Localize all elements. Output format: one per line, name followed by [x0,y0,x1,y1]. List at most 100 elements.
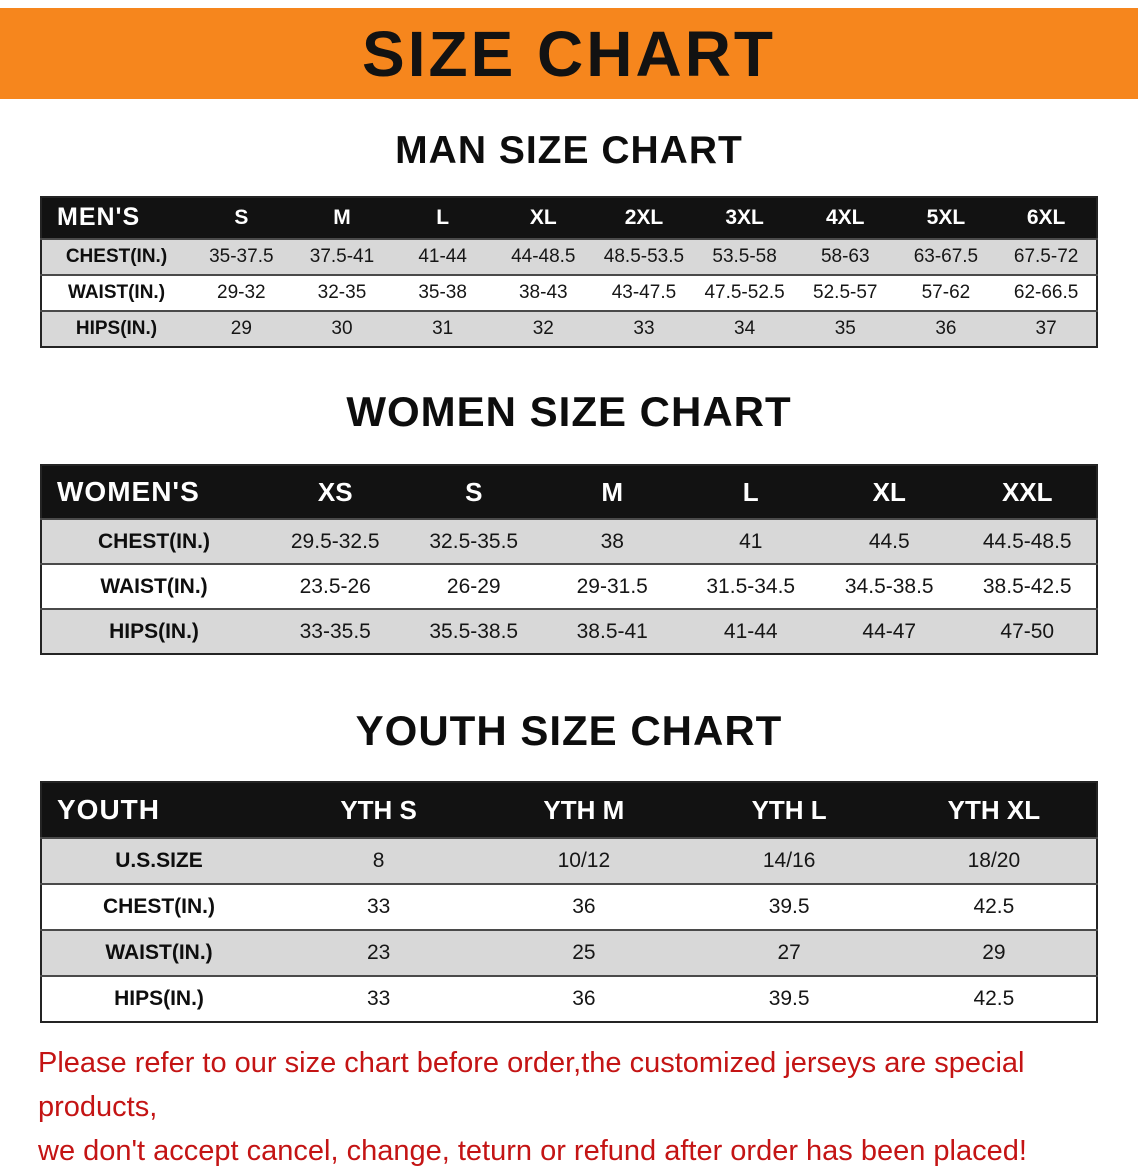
disclaimer-line-1: Please refer to our size chart before or… [38,1047,1025,1124]
size-chart-page: SIZE CHART MAN SIZE CHART MEN'S S M L XL 2XL 3… [0,8,1138,1167]
table-row: HIPS(IN.) 33 36 39.5 42.5 [41,976,1097,1023]
size-value: 36 [935,317,957,339]
size-value: 31 [432,317,454,339]
women-size-table: WOMEN'S XS S M L XL XXL CHEST(IN.) 29.5-32.5 32.5… [40,464,1098,656]
size-value: 29-31.5 [576,574,648,598]
size-value: 37.5-41 [309,245,375,267]
table-header-row: MEN'S S M L XL 2XL 3XL 4XL 5XL 6XL [41,196,1097,239]
size-value: 35.5-38.5 [429,619,519,643]
size-value: 10/12 [557,849,611,873]
size-header-cell: 3XL [694,196,795,239]
table-row: WAIST(IN.) 23 25 27 29 [41,930,1097,977]
row-label: HIPS(IN.) [109,619,199,643]
size-value: 33 [366,987,391,1011]
row-label: CHEST(IN.) [103,895,215,919]
table-row: CHEST(IN.) 35-37.5 37.5-41 41-44 44-48.5 48.5… [41,238,1097,275]
size-value: 29 [230,317,252,339]
size-header-cell: 6XL [996,196,1097,239]
size-value: 38.5-41 [576,619,648,643]
table-row: WAIST(IN.) 23.5-26 26-29 29-31.5 31.5-34.5 34… [41,564,1097,610]
size-value: 38.5-42.5 [982,574,1072,598]
page-title: SIZE CHART [362,17,776,90]
size-value: 27 [777,941,801,965]
size-value: 26-29 [446,574,501,598]
size-header-cell: S [191,196,292,239]
size-value: 32.5-35.5 [429,529,519,553]
size-value: 34.5-38.5 [844,574,934,598]
table-title-cell: MEN'S [41,196,191,239]
size-value: 44-48.5 [511,245,576,267]
row-label: CHEST(IN.) [65,245,168,267]
size-value: 53.5-58 [712,245,777,267]
size-value: 32 [532,317,554,339]
size-value: 42.5 [973,895,1015,919]
table-header-row: YOUTH YTH S YTH M YTH L YTH XL [41,782,1097,839]
size-value: 25 [572,941,596,965]
row-label: U.S.SIZE [115,849,203,873]
row-label: WAIST(IN.) [105,941,213,965]
size-header-cell: XL [820,465,959,520]
size-value: 35-37.5 [209,245,274,267]
row-label: CHEST(IN.) [98,529,210,553]
table-title-cell: YOUTH [41,782,276,839]
size-value: 44.5 [868,529,910,553]
size-value: 23 [366,941,391,965]
disclaimer-note: Please refer to our size chart before or… [0,1041,1138,1173]
size-header-cell: YTH M [481,782,687,839]
table-row: WAIST(IN.) 29-32 32-35 35-38 38-43 43-47.5 47.… [41,274,1097,311]
size-header-cell: YTH S [276,782,482,839]
table-row: CHEST(IN.) 29.5-32.5 32.5-35.5 38 41 44.5 44.5… [41,519,1097,565]
size-value: 57-62 [921,281,971,303]
size-header-cell: L [392,196,493,239]
row-label: HIPS(IN.) [114,987,204,1011]
table-header-row: WOMEN'S XS S M L XL XXL [41,465,1097,520]
size-value: 36 [572,987,596,1011]
size-value: 67.5-72 [1013,245,1079,267]
size-value: 63-67.5 [913,245,979,267]
size-value: 35 [834,317,856,339]
size-value: 23.5-26 [299,574,371,598]
size-value: 33 [633,317,655,339]
size-value: 39.5 [768,987,810,1011]
size-value: 42.5 [973,987,1015,1011]
row-label: WAIST(IN.) [100,574,208,598]
size-header-cell: M [291,196,393,239]
women-size-section: WOMEN SIZE CHART WOMEN'S XS S M L XL XXL CHEST(… [0,388,1138,656]
size-value: 33 [366,895,391,919]
size-value: 58-63 [820,245,870,267]
size-value: 37 [1035,317,1057,339]
size-header-cell: XS [266,465,405,520]
size-header-cell: M [543,465,682,520]
size-header-cell: 4XL [794,196,896,239]
table-row: HIPS(IN.) 29 30 31 32 33 34 35 36 37 [41,310,1097,347]
size-header-cell: L [681,465,820,520]
size-value: 39.5 [768,895,810,919]
youth-size-section: YOUTH SIZE CHART YOUTH YTH S YTH M YTH L YTH… [0,707,1138,1024]
size-header-cell: XXL [958,465,1097,520]
size-value: 41-44 [418,245,467,267]
size-value: 32-35 [317,281,367,303]
size-value: 18/20 [967,849,1021,873]
table-row: HIPS(IN.) 33-35.5 35.5-38.5 38.5-41 41-44 44-… [41,609,1097,655]
size-header-cell: S [404,465,543,520]
size-header-cell: 5XL [895,196,997,239]
size-value: 47.5-52.5 [704,281,785,303]
size-value: 44.5-48.5 [982,529,1072,553]
size-value: 8 [372,849,385,873]
size-value: 29 [982,941,1006,965]
size-value: 34 [734,317,756,339]
size-value: 33-35.5 [299,619,371,643]
size-value: 36 [572,895,596,919]
table-row: U.S.SIZE 8 10/12 14/16 18/20 [41,838,1097,885]
size-value: 38 [600,529,624,553]
men-size-section: MAN SIZE CHART MEN'S S M L XL 2XL 3XL 4XL 5XL 6XL… [0,129,1138,348]
row-label: HIPS(IN.) [75,317,158,339]
men-size-table: MEN'S S M L XL 2XL 3XL 4XL 5XL 6XL CHEST(IN.) 35-37… [40,195,1098,348]
size-value: 38-43 [518,281,568,303]
size-value: 44-47 [862,619,917,643]
size-value: 41-44 [723,619,778,643]
youth-size-table: YOUTH YTH S YTH M YTH L YTH XL U.S.SIZE 8 10/12… [40,781,1098,1024]
table-row: CHEST(IN.) 33 36 39.5 42.5 [41,884,1097,931]
size-header-cell: 2XL [593,196,695,239]
size-header-cell: YTH XL [891,782,1097,839]
